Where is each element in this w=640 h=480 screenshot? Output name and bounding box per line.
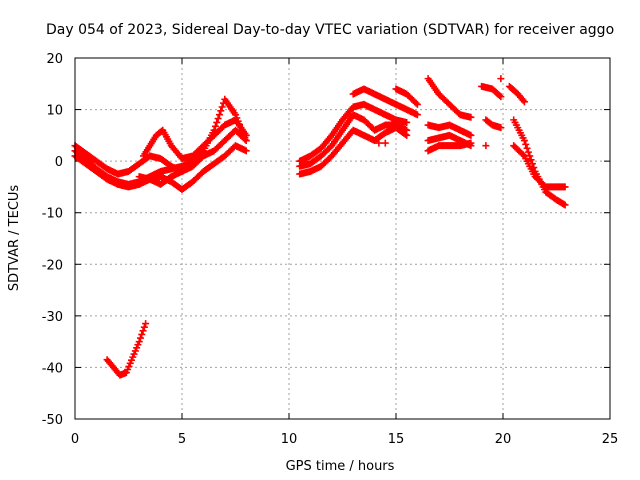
data-point-interp bbox=[496, 92, 504, 100]
data-point bbox=[381, 139, 389, 147]
data-point-interp bbox=[140, 323, 148, 331]
data-point-interp bbox=[527, 156, 535, 164]
data-point bbox=[497, 75, 505, 83]
plot-frame bbox=[74, 57, 611, 420]
data-point bbox=[520, 98, 528, 106]
data-point-interp bbox=[218, 103, 226, 111]
data-point bbox=[375, 139, 383, 147]
data-point-interp bbox=[412, 99, 420, 107]
data-points bbox=[71, 75, 569, 379]
data-point bbox=[403, 118, 411, 126]
data-point-interp bbox=[215, 111, 223, 119]
data-point bbox=[135, 338, 143, 346]
data-point bbox=[413, 100, 421, 108]
data-point-interp bbox=[211, 122, 219, 130]
data-point-interp bbox=[217, 107, 225, 115]
x-axis-label: GPS time / hours bbox=[286, 459, 395, 474]
data-point bbox=[520, 137, 528, 145]
data-point bbox=[561, 201, 569, 209]
y-tick-label: -40 bbox=[42, 361, 63, 376]
data-point-interp bbox=[214, 115, 222, 123]
y-tick-label: 0 bbox=[55, 155, 63, 170]
data-point bbox=[561, 183, 569, 191]
x-tick-label: 0 bbox=[71, 432, 79, 447]
data-point-interp bbox=[519, 151, 527, 159]
data-point bbox=[467, 131, 475, 139]
data-point-interp bbox=[139, 327, 147, 335]
data-point bbox=[467, 139, 475, 147]
data-point-interp bbox=[213, 118, 221, 126]
y-tick-label: -50 bbox=[42, 413, 63, 428]
chart-title: Day 054 of 2023, Sidereal Day-to-day VTE… bbox=[46, 22, 614, 38]
data-point-interp bbox=[136, 334, 144, 342]
x-tick-label: 10 bbox=[281, 432, 298, 447]
y-tick-label: -30 bbox=[42, 310, 63, 325]
x-tick-label: 20 bbox=[495, 432, 512, 447]
data-point bbox=[497, 93, 505, 101]
data-point bbox=[482, 142, 490, 150]
y-axis-label: SDTVAR / TECUs bbox=[7, 185, 22, 292]
x-tick-label: 25 bbox=[602, 432, 619, 447]
data-point bbox=[413, 111, 421, 119]
y-axis-ticks: 20 10 0 -10 -20 -30 -40 -50 bbox=[42, 52, 610, 428]
data-point-interp bbox=[524, 148, 532, 156]
data-point bbox=[242, 147, 250, 155]
y-tick-label: 20 bbox=[46, 52, 63, 67]
data-point-interp bbox=[401, 130, 409, 138]
data-point-interp bbox=[241, 135, 249, 143]
y-tick-label: -20 bbox=[42, 258, 63, 273]
data-point-interp bbox=[522, 140, 530, 148]
grid-layer bbox=[75, 58, 610, 419]
data-point bbox=[497, 124, 505, 132]
data-point bbox=[242, 137, 250, 145]
y-tick-label: 10 bbox=[46, 104, 63, 119]
data-point-interp bbox=[138, 330, 146, 338]
data-point bbox=[467, 113, 475, 121]
y-tick-label: -10 bbox=[42, 207, 63, 222]
x-tick-label: 15 bbox=[388, 432, 405, 447]
data-point bbox=[142, 320, 150, 328]
x-tick-label: 5 bbox=[178, 432, 186, 447]
data-point bbox=[403, 131, 411, 139]
data-point-interp bbox=[523, 144, 531, 152]
